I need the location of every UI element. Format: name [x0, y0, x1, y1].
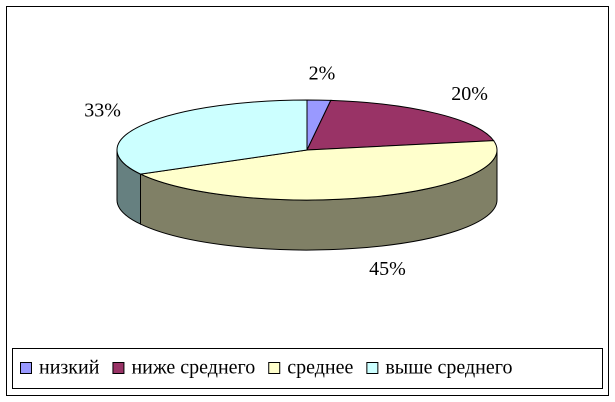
legend-swatch: [366, 362, 379, 374]
legend-box: [12, 348, 603, 389]
legend-swatch: [20, 362, 32, 374]
legend-swatch: [268, 362, 281, 374]
slice: [306, 99, 495, 151]
data-label: 20%: [451, 83, 488, 105]
legend-label: ниже среднего: [131, 357, 255, 379]
data-label: 45%: [369, 258, 406, 280]
slice: [116, 99, 308, 175]
slice: [138, 140, 498, 201]
legend-label: выше среднего: [385, 357, 512, 379]
legend-swatch: [112, 362, 125, 374]
data-label: 33%: [84, 99, 121, 121]
data-label: 2%: [309, 63, 336, 85]
legend-label: низкий: [39, 357, 100, 379]
legend-label: среднее: [287, 357, 353, 379]
